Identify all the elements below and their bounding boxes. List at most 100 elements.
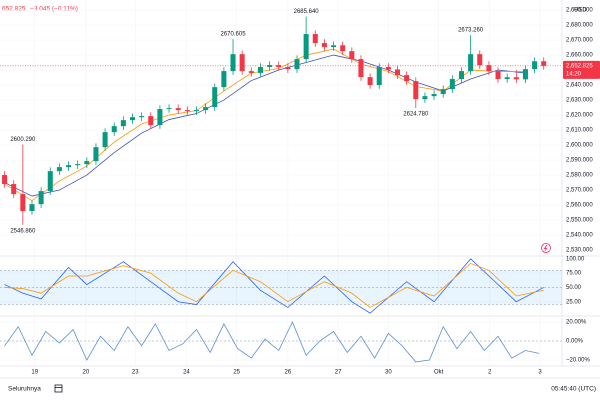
candle-body — [139, 116, 145, 118]
y-tick-label: 2,660.000 — [566, 53, 593, 59]
candle-body — [148, 116, 154, 126]
price-annotation: 2670.605 — [221, 32, 247, 38]
candle-body — [477, 54, 483, 66]
x-tick-label: 26 — [285, 370, 292, 376]
candle-body — [312, 34, 318, 44]
candle-body — [120, 120, 126, 127]
plot-layer — [0, 0, 600, 367]
y-tick-label: 2,530.000 — [566, 248, 593, 254]
y-tick-label: 2,550.000 — [566, 218, 593, 224]
range-button[interactable]: Seluruhnya — [8, 386, 41, 393]
y-tick-label: 2,680.000 — [566, 23, 593, 29]
currency[interactable]: USD — [574, 8, 587, 14]
candle-body — [175, 108, 181, 111]
last-price-box — [563, 60, 600, 79]
candle-body — [276, 65, 282, 68]
candle-body — [303, 34, 309, 60]
candle-body — [468, 54, 474, 72]
y-tick-label: 2,560.000 — [566, 203, 593, 209]
candle-body — [431, 94, 437, 97]
x-tick-label: Okt — [434, 370, 444, 376]
price-header: 652.825 — [2, 6, 26, 13]
y-tick-label: 2,580.000 — [566, 173, 593, 179]
price-annotation: 2600.290 — [10, 137, 36, 143]
candle-body — [513, 77, 519, 80]
y-tick-label: 75.00 — [566, 271, 582, 277]
indicator-line — [4, 54, 526, 197]
indicator-line — [4, 258, 544, 314]
candle-body — [56, 167, 62, 172]
candle-body — [340, 45, 346, 52]
y-tick-label: 2,600.000 — [566, 143, 593, 149]
candle-body — [267, 65, 273, 68]
candle-body — [166, 108, 172, 110]
y-tick-label: 2,690.000 — [566, 8, 593, 14]
y-tick-label: 25.00 — [566, 299, 582, 305]
y-tick-label: 2,590.000 — [566, 158, 593, 164]
candle-body — [449, 79, 455, 90]
y-tick-label: 20.00% — [566, 320, 587, 326]
candle-body — [385, 67, 391, 70]
candle-body — [184, 110, 190, 112]
candle-body — [38, 191, 44, 205]
indicator-line — [4, 48, 526, 202]
candle-body — [321, 43, 327, 48]
candle-body — [422, 96, 428, 100]
candle-body — [495, 71, 501, 80]
y-tick-label: 0.00% — [566, 339, 584, 345]
candle-body — [2, 175, 8, 185]
candle-body — [75, 164, 81, 166]
label-layer: 19 20 23 24 25 26 27 30 Okt 2 32,530.0002,540.0002… — [10, 8, 600, 376]
candle-body — [376, 67, 382, 86]
candle-body — [47, 171, 53, 192]
x-tick-label: 3 — [538, 370, 542, 376]
last-price-label: 2,652.825 — [566, 63, 593, 69]
candle-body — [203, 107, 209, 111]
candle-body — [486, 65, 492, 72]
candle-body — [66, 165, 72, 168]
x-tick-label: 19 — [31, 370, 38, 376]
change-header: −3.045 (−0.11%) — [30, 6, 78, 13]
x-tick-label: 24 — [183, 370, 190, 376]
x-tick-label: 27 — [335, 370, 342, 376]
price-annotation: 2685.640 — [294, 9, 320, 15]
candle-body — [212, 87, 218, 108]
alert-icon[interactable] — [541, 243, 551, 253]
candle-body — [285, 67, 291, 70]
x-tick-label: 2 — [488, 370, 492, 376]
price-annotation: 2624.780 — [403, 111, 429, 117]
candle-body — [102, 132, 108, 148]
candle-body — [93, 147, 99, 162]
candle-body — [257, 67, 263, 73]
candle-body — [358, 59, 364, 78]
candle-body — [157, 109, 163, 126]
countdown: 14:20 — [566, 71, 582, 77]
price-annotation: 2546.860 — [10, 228, 36, 234]
y-tick-label: 2,620.000 — [566, 113, 593, 119]
y-tick-label: 2,540.000 — [566, 233, 593, 239]
candle-body — [394, 69, 401, 76]
y-tick-label: 2,610.000 — [566, 128, 593, 134]
candle-body — [331, 45, 337, 48]
candle-body — [294, 59, 300, 70]
candle-body — [111, 126, 117, 133]
candle-body — [458, 71, 464, 80]
x-tick-label: 20 — [83, 370, 90, 376]
indicator-line — [4, 321, 540, 363]
y-tick-label: 2,670.000 — [566, 38, 593, 44]
candle-body — [440, 89, 446, 95]
y-tick-label: 100.00 — [566, 256, 585, 262]
calendar-button[interactable] — [54, 384, 63, 393]
candle-body — [413, 81, 419, 100]
candle-body — [29, 204, 35, 212]
y-tick-label: −20.00% — [566, 358, 591, 364]
y-tick-label: 2,630.000 — [566, 98, 593, 104]
price-annotation: 2673.260 — [458, 28, 484, 34]
x-tick-label: 23 — [132, 370, 139, 376]
candle-body — [367, 77, 373, 86]
candle-body — [11, 184, 17, 195]
candle-body — [221, 71, 227, 88]
